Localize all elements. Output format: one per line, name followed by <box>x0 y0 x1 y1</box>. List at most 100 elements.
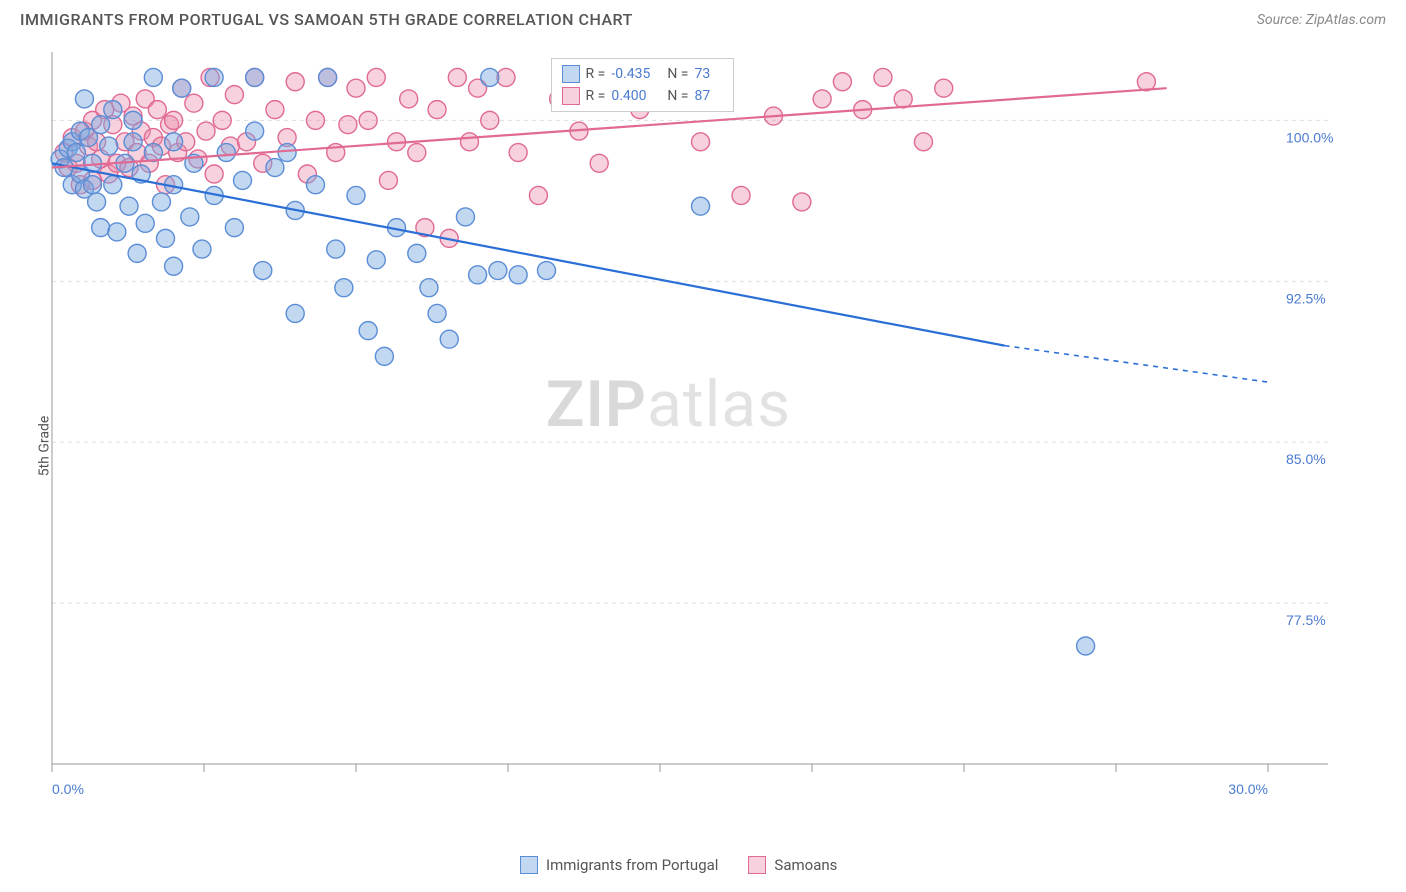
point-samoans <box>481 111 499 129</box>
point-portugal <box>173 79 191 97</box>
point-portugal <box>1077 637 1095 655</box>
point-samoans <box>213 111 231 129</box>
r-value: 0.400 <box>611 88 661 104</box>
source-label: Source: ZipAtlas.com <box>1257 12 1386 28</box>
point-portugal <box>420 279 438 297</box>
point-portugal <box>128 244 146 262</box>
point-portugal <box>88 193 106 211</box>
point-portugal <box>246 68 264 86</box>
stats-legend-row: R = 0.400 N = 87 <box>562 85 723 107</box>
x-tick-label: 30.0% <box>1228 781 1268 797</box>
point-portugal <box>225 219 243 237</box>
point-samoans <box>286 73 304 91</box>
point-portugal <box>278 144 296 162</box>
point-portugal <box>136 214 154 232</box>
point-portugal <box>456 208 474 226</box>
point-portugal <box>152 193 170 211</box>
chart-title: IMMIGRANTS FROM PORTUGAL VS SAMOAN 5TH G… <box>20 10 633 29</box>
legend-item: Immigrants from Portugal <box>520 856 718 874</box>
point-samoans <box>833 73 851 91</box>
n-label: N = <box>667 88 688 104</box>
point-samoans <box>400 90 418 108</box>
y-tick-label: 77.5% <box>1286 612 1326 628</box>
point-samoans <box>306 111 324 129</box>
point-samoans <box>874 68 892 86</box>
point-samoans <box>339 116 357 134</box>
point-portugal <box>181 208 199 226</box>
series-legend: Immigrants from Portugal Samoans <box>520 856 837 874</box>
point-portugal <box>692 197 710 215</box>
point-samoans <box>813 90 831 108</box>
r-value: -0.435 <box>611 66 661 82</box>
x-tick-label: 0.0% <box>52 781 84 797</box>
point-samoans <box>793 193 811 211</box>
legend-swatch <box>520 856 538 874</box>
scatter-plot: 77.5% 85.0% 92.5% 100.0% 0.0% 30.0% <box>48 48 1358 808</box>
point-portugal <box>104 176 122 194</box>
point-portugal <box>489 262 507 280</box>
point-portugal <box>193 240 211 258</box>
point-samoans <box>185 94 203 112</box>
point-portugal <box>469 266 487 284</box>
point-portugal <box>124 111 142 129</box>
point-samoans <box>732 186 750 204</box>
point-portugal <box>100 137 118 155</box>
point-portugal <box>327 240 345 258</box>
point-samoans <box>359 111 377 129</box>
r-label: R = <box>586 88 606 104</box>
point-portugal <box>84 176 102 194</box>
n-label: N = <box>667 66 688 82</box>
stats-legend: R = -0.435 N = 73 R = 0.400 N = 87 <box>551 58 734 112</box>
point-portugal <box>104 101 122 119</box>
point-samoans <box>408 144 426 162</box>
point-portugal <box>144 68 162 86</box>
trend-portugal-dash <box>1005 346 1268 382</box>
n-value: 73 <box>695 66 723 82</box>
point-samoans <box>529 186 547 204</box>
point-portugal <box>124 133 142 151</box>
point-portugal <box>538 262 556 280</box>
point-portugal <box>347 186 365 204</box>
point-samoans <box>197 122 215 140</box>
point-portugal <box>67 144 85 162</box>
n-value: 87 <box>695 88 723 104</box>
legend-swatch <box>562 87 580 105</box>
point-samoans <box>347 79 365 97</box>
y-tick-label: 92.5% <box>1286 290 1326 306</box>
point-portugal <box>205 68 223 86</box>
point-samoans <box>914 133 932 151</box>
point-portugal <box>246 122 264 140</box>
point-portugal <box>306 176 324 194</box>
point-samoans <box>509 144 527 162</box>
point-portugal <box>75 90 93 108</box>
point-portugal <box>481 68 499 86</box>
legend-swatch <box>748 856 766 874</box>
point-samoans <box>266 101 284 119</box>
y-tick-label: 100.0% <box>1286 129 1333 145</box>
point-samoans <box>165 111 183 129</box>
point-portugal <box>509 266 527 284</box>
point-portugal <box>92 219 110 237</box>
point-portugal <box>217 144 235 162</box>
point-samoans <box>935 79 953 97</box>
point-samoans <box>460 133 478 151</box>
point-portugal <box>92 116 110 134</box>
point-samoans <box>428 101 446 119</box>
legend-item: Samoans <box>748 856 837 874</box>
point-samoans <box>448 68 466 86</box>
chart-area: 77.5%85.0%92.5%100.0%0.0%30.0% ZIPatlas … <box>48 48 1358 808</box>
point-portugal <box>359 322 377 340</box>
point-portugal <box>440 330 458 348</box>
point-portugal <box>156 229 174 247</box>
y-tick-label: 85.0% <box>1286 451 1326 467</box>
point-portugal <box>108 223 126 241</box>
point-portugal <box>408 244 426 262</box>
point-portugal <box>428 304 446 322</box>
point-samoans <box>497 68 515 86</box>
point-samoans <box>379 171 397 189</box>
point-samoans <box>894 90 912 108</box>
point-portugal <box>286 304 304 322</box>
r-label: R = <box>586 66 606 82</box>
legend-swatch <box>562 65 580 83</box>
point-samoans <box>367 68 385 86</box>
